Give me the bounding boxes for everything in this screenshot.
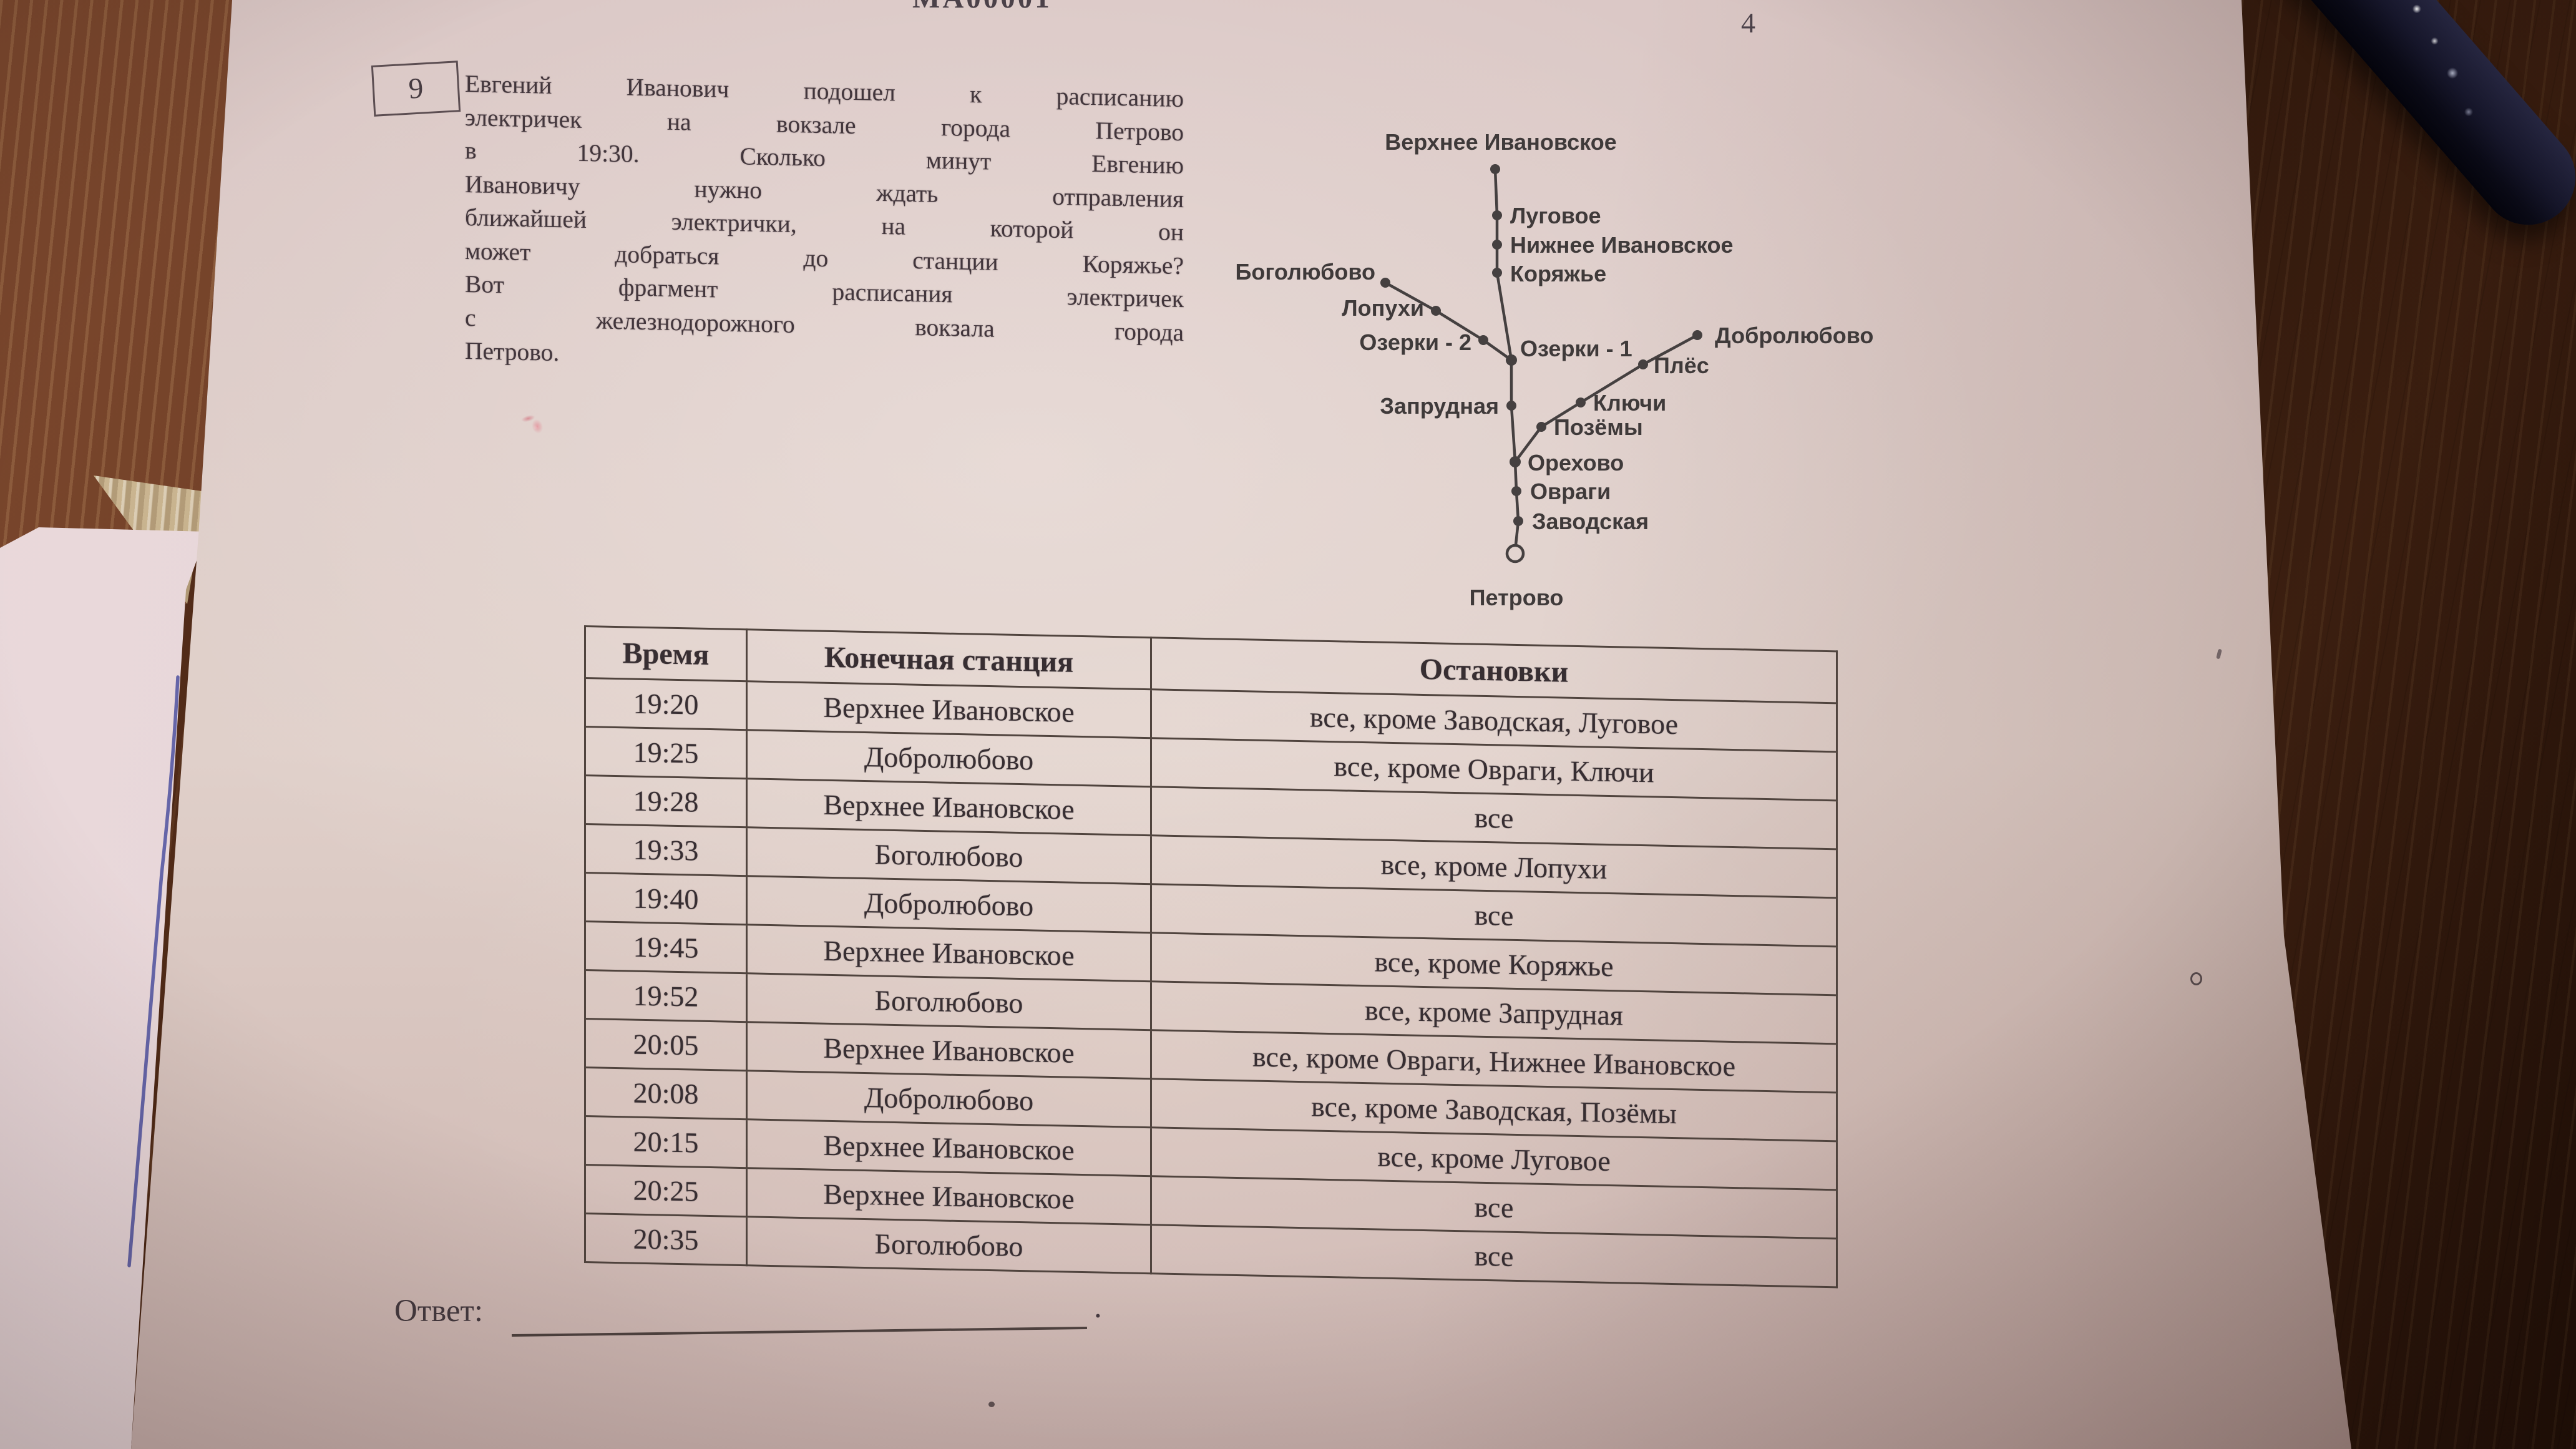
train-schedule-table: Время Конечная станция Остановки 19:20 Ве…	[584, 625, 1838, 1288]
station-dot	[1511, 486, 1521, 496]
station-label: Овраги	[1530, 479, 1611, 504]
station-label: Боголюбово	[1236, 259, 1376, 285]
time-cell: 19:28	[585, 775, 747, 827]
station-dot	[1380, 278, 1390, 288]
bogolyubovo-branch-line	[1384, 281, 1513, 361]
time-cell: 19:52	[585, 970, 747, 1022]
page-number: 4	[1741, 7, 1755, 39]
station-label: Озерки - 1	[1520, 336, 1632, 361]
problem-text: Евгений Иванович подошел к расписанию эл…	[465, 67, 1184, 383]
station-label: Заводская	[1532, 509, 1649, 534]
tiny-circle-mark	[2190, 972, 2202, 985]
header-terminal: Конечная станция	[746, 629, 1151, 690]
time-cell: 19:40	[585, 872, 747, 925]
station-label: Ключи	[1593, 390, 1666, 416]
station-dot	[1692, 330, 1702, 340]
station-label: Запрудная	[1380, 393, 1499, 419]
station-dot	[1638, 359, 1648, 369]
time-cell: 20:35	[585, 1213, 747, 1266]
station-label: Коряжье	[1510, 261, 1606, 286]
station-dot	[1492, 210, 1502, 220]
question-number: 9	[407, 72, 424, 105]
tiny-dot-mark	[988, 1402, 995, 1407]
station-label: Орехово	[1528, 450, 1624, 476]
time-cell: 19:33	[585, 824, 747, 876]
station-dot-junction	[1506, 354, 1517, 366]
variant-code: МА00001	[912, 0, 1052, 15]
main-line	[1493, 168, 1520, 545]
time-cell: 20:15	[585, 1116, 747, 1168]
station-label: Озерки - 2	[1359, 329, 1471, 355]
station-label: Плёс	[1654, 353, 1709, 378]
header-time: Время	[585, 626, 747, 681]
station-dot	[1536, 422, 1546, 432]
station-dot	[1576, 398, 1586, 407]
station-label: Позёмы	[1554, 414, 1643, 440]
time-cell: 19:45	[585, 921, 747, 973]
time-cell: 20:05	[585, 1018, 747, 1071]
station-label: Петрово	[1470, 585, 1564, 610]
terminal-cell: Боголюбово	[746, 973, 1151, 1030]
station-dot-junction	[1510, 456, 1521, 467]
terminal-cell: Добролюбово	[746, 1070, 1151, 1128]
terminal-cell: Верхнее Ивановское	[746, 1168, 1151, 1225]
terminal-cell: Верхнее Ивановское	[746, 681, 1151, 738]
terminal-cell: Верхнее Ивановское	[746, 924, 1151, 982]
terminus-circle-petrovo	[1505, 544, 1525, 564]
station-label: Нижнее Ивановское	[1510, 232, 1734, 258]
terminal-cell: Верхнее Ивановское	[746, 1119, 1151, 1176]
station-dot	[1506, 401, 1516, 411]
station-label: Верхнее Ивановское	[1385, 129, 1616, 155]
answer-label: Ответ:	[394, 1294, 483, 1329]
terminal-cell: Боголюбово	[746, 827, 1151, 884]
station-label: Добролюбово	[1715, 323, 1873, 348]
time-cell: 20:25	[585, 1164, 747, 1217]
answer-period: .	[1094, 1290, 1102, 1325]
terminal-cell: Боголюбово	[746, 1216, 1151, 1274]
railway-map: Верхнее Ивановское Луговое Нижнее Иванов…	[1236, 129, 1874, 610]
terminal-cell: Верхнее Ивановское	[746, 1022, 1151, 1079]
station-dot	[1431, 306, 1441, 316]
station-label: Лопухи	[1342, 295, 1424, 321]
station-dot	[1513, 516, 1523, 526]
station-dot	[1478, 335, 1488, 345]
terminal-cell: Добролюбово	[746, 876, 1151, 933]
station-dot	[1490, 164, 1500, 174]
time-cell: 19:25	[585, 726, 747, 779]
question-number-box: 9	[371, 61, 461, 117]
station-dot	[1492, 268, 1502, 278]
time-cell: 20:08	[585, 1067, 747, 1120]
time-cell: 19:20	[585, 678, 747, 730]
terminal-cell: Верхнее Ивановское	[746, 778, 1151, 836]
terminal-cell: Добролюбово	[746, 729, 1151, 787]
station-label: Луговое	[1510, 203, 1601, 228]
station-dots	[1380, 164, 1702, 526]
station-dot	[1492, 240, 1502, 250]
